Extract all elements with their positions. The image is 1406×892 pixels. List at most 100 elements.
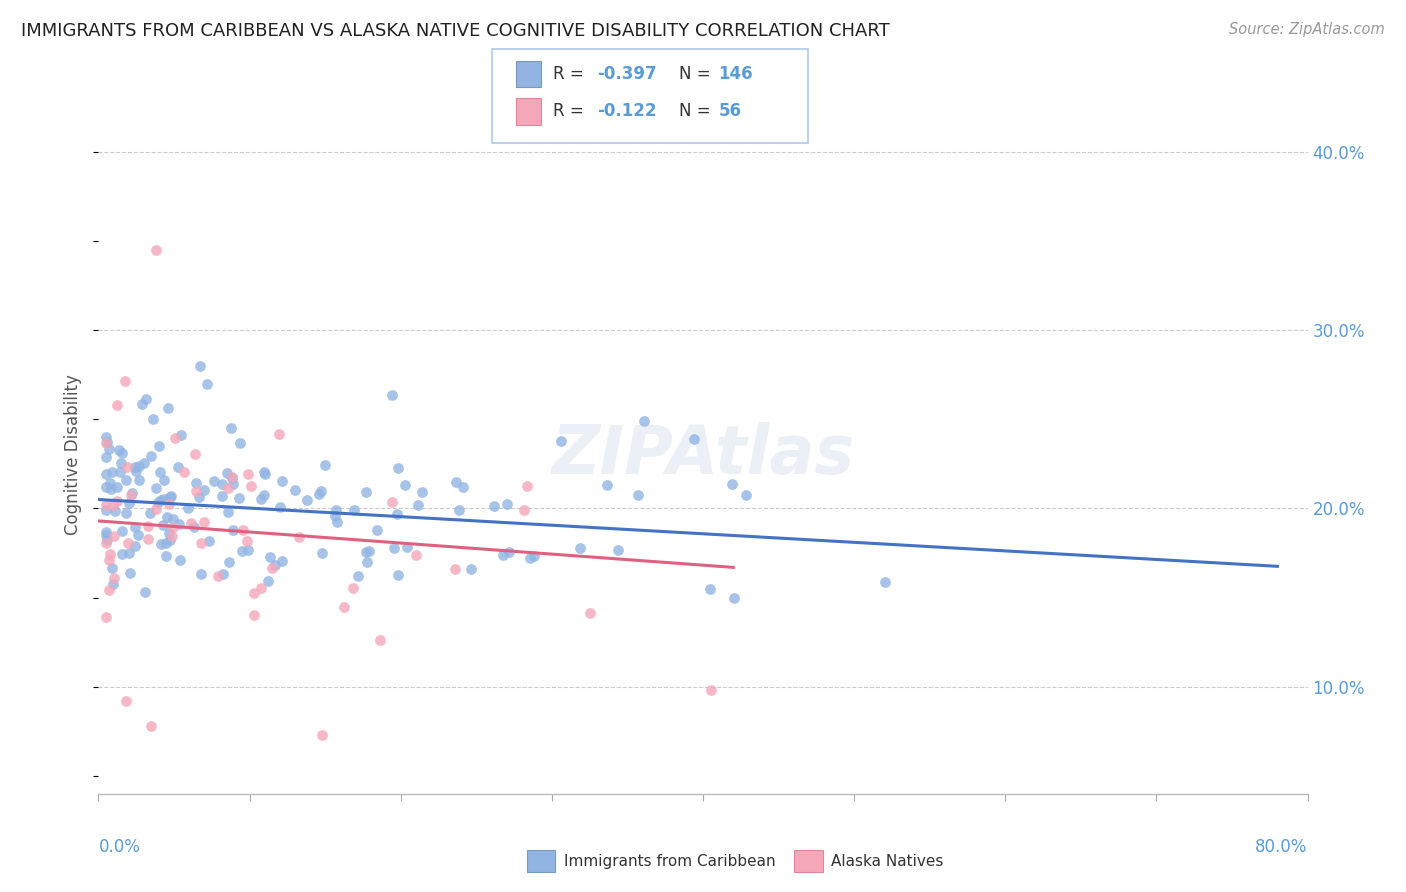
Point [149,493,172,508]
Point [94,430,117,444]
Point [633,414,655,428]
Point [167,460,190,475]
Point [219,421,242,435]
Point [100,482,122,496]
Point [309,483,332,498]
Point [124,459,146,474]
Point [484,499,506,513]
Point [297,493,319,508]
Point [202,474,225,488]
Point [148,440,170,454]
Point [308,487,330,501]
Point [156,510,179,524]
Point [368,632,391,647]
Point [180,516,202,530]
Point [117,535,139,549]
Point [159,533,181,547]
Text: ZIPAtlas: ZIPAtlas [551,422,855,488]
Point [193,483,215,497]
Point [236,542,259,557]
Text: 80.0%: 80.0% [1256,838,1308,856]
Point [188,490,211,504]
Point [162,520,184,534]
Point [250,582,273,596]
Point [449,503,471,517]
Point [156,401,179,415]
Point [382,541,405,556]
Point [387,568,409,582]
Point [284,483,307,497]
Point [311,728,333,742]
Text: 56: 56 [718,103,741,120]
Point [519,551,541,566]
Point [221,471,243,485]
Point [135,392,157,406]
Point [221,477,243,491]
Point [127,528,149,542]
Text: 146: 146 [718,65,754,83]
Point [231,544,253,558]
Point [218,555,240,569]
Point [262,561,284,575]
Text: Immigrants from Caribbean: Immigrants from Caribbean [564,855,776,869]
Point [357,544,380,558]
Point [138,532,160,546]
Point [288,530,311,544]
Point [217,481,239,495]
Point [232,523,254,537]
Point [173,465,195,479]
Point [134,585,156,599]
Point [212,567,235,582]
Point [155,535,177,549]
Point [408,498,430,512]
Point [443,562,465,576]
Point [217,466,239,480]
Point [120,566,142,581]
Point [98,442,121,457]
Point [271,474,294,488]
Point [121,486,143,500]
Point [96,533,118,547]
Point [145,243,167,257]
Point [596,478,619,492]
Point [243,607,266,622]
Point [142,412,165,426]
Point [114,694,136,708]
Point [124,539,146,553]
Point [257,574,280,588]
Point [98,475,121,490]
Point [145,481,167,495]
Point [699,683,721,698]
Text: R =: R = [553,65,589,83]
Point [492,548,515,562]
Point [333,599,356,614]
Point [325,503,347,517]
Point [94,528,117,542]
Point [259,549,281,564]
Point [103,571,125,585]
Point [145,502,167,516]
Point [107,494,129,508]
Point [101,466,124,480]
Point [323,509,346,524]
Point [190,536,212,550]
Text: IMMIGRANTS FROM CARIBBEAN VS ALASKA NATIVE COGNITIVE DISABILITY CORRELATION CHAR: IMMIGRANTS FROM CARIBBEAN VS ALASKA NATI… [21,22,890,40]
Point [167,516,190,531]
Point [254,467,277,481]
Point [253,488,276,502]
Text: 0.0%: 0.0% [98,838,141,856]
Point [157,497,180,511]
Point [356,556,378,570]
Point [627,488,650,502]
Point [405,548,427,562]
Point [253,465,276,479]
Point [387,461,409,475]
Point [105,398,128,412]
Point [221,470,243,484]
Point [165,431,187,445]
Point [94,436,117,450]
Point [94,450,117,465]
Point [128,458,150,473]
Point [513,503,536,517]
Point [138,519,160,533]
